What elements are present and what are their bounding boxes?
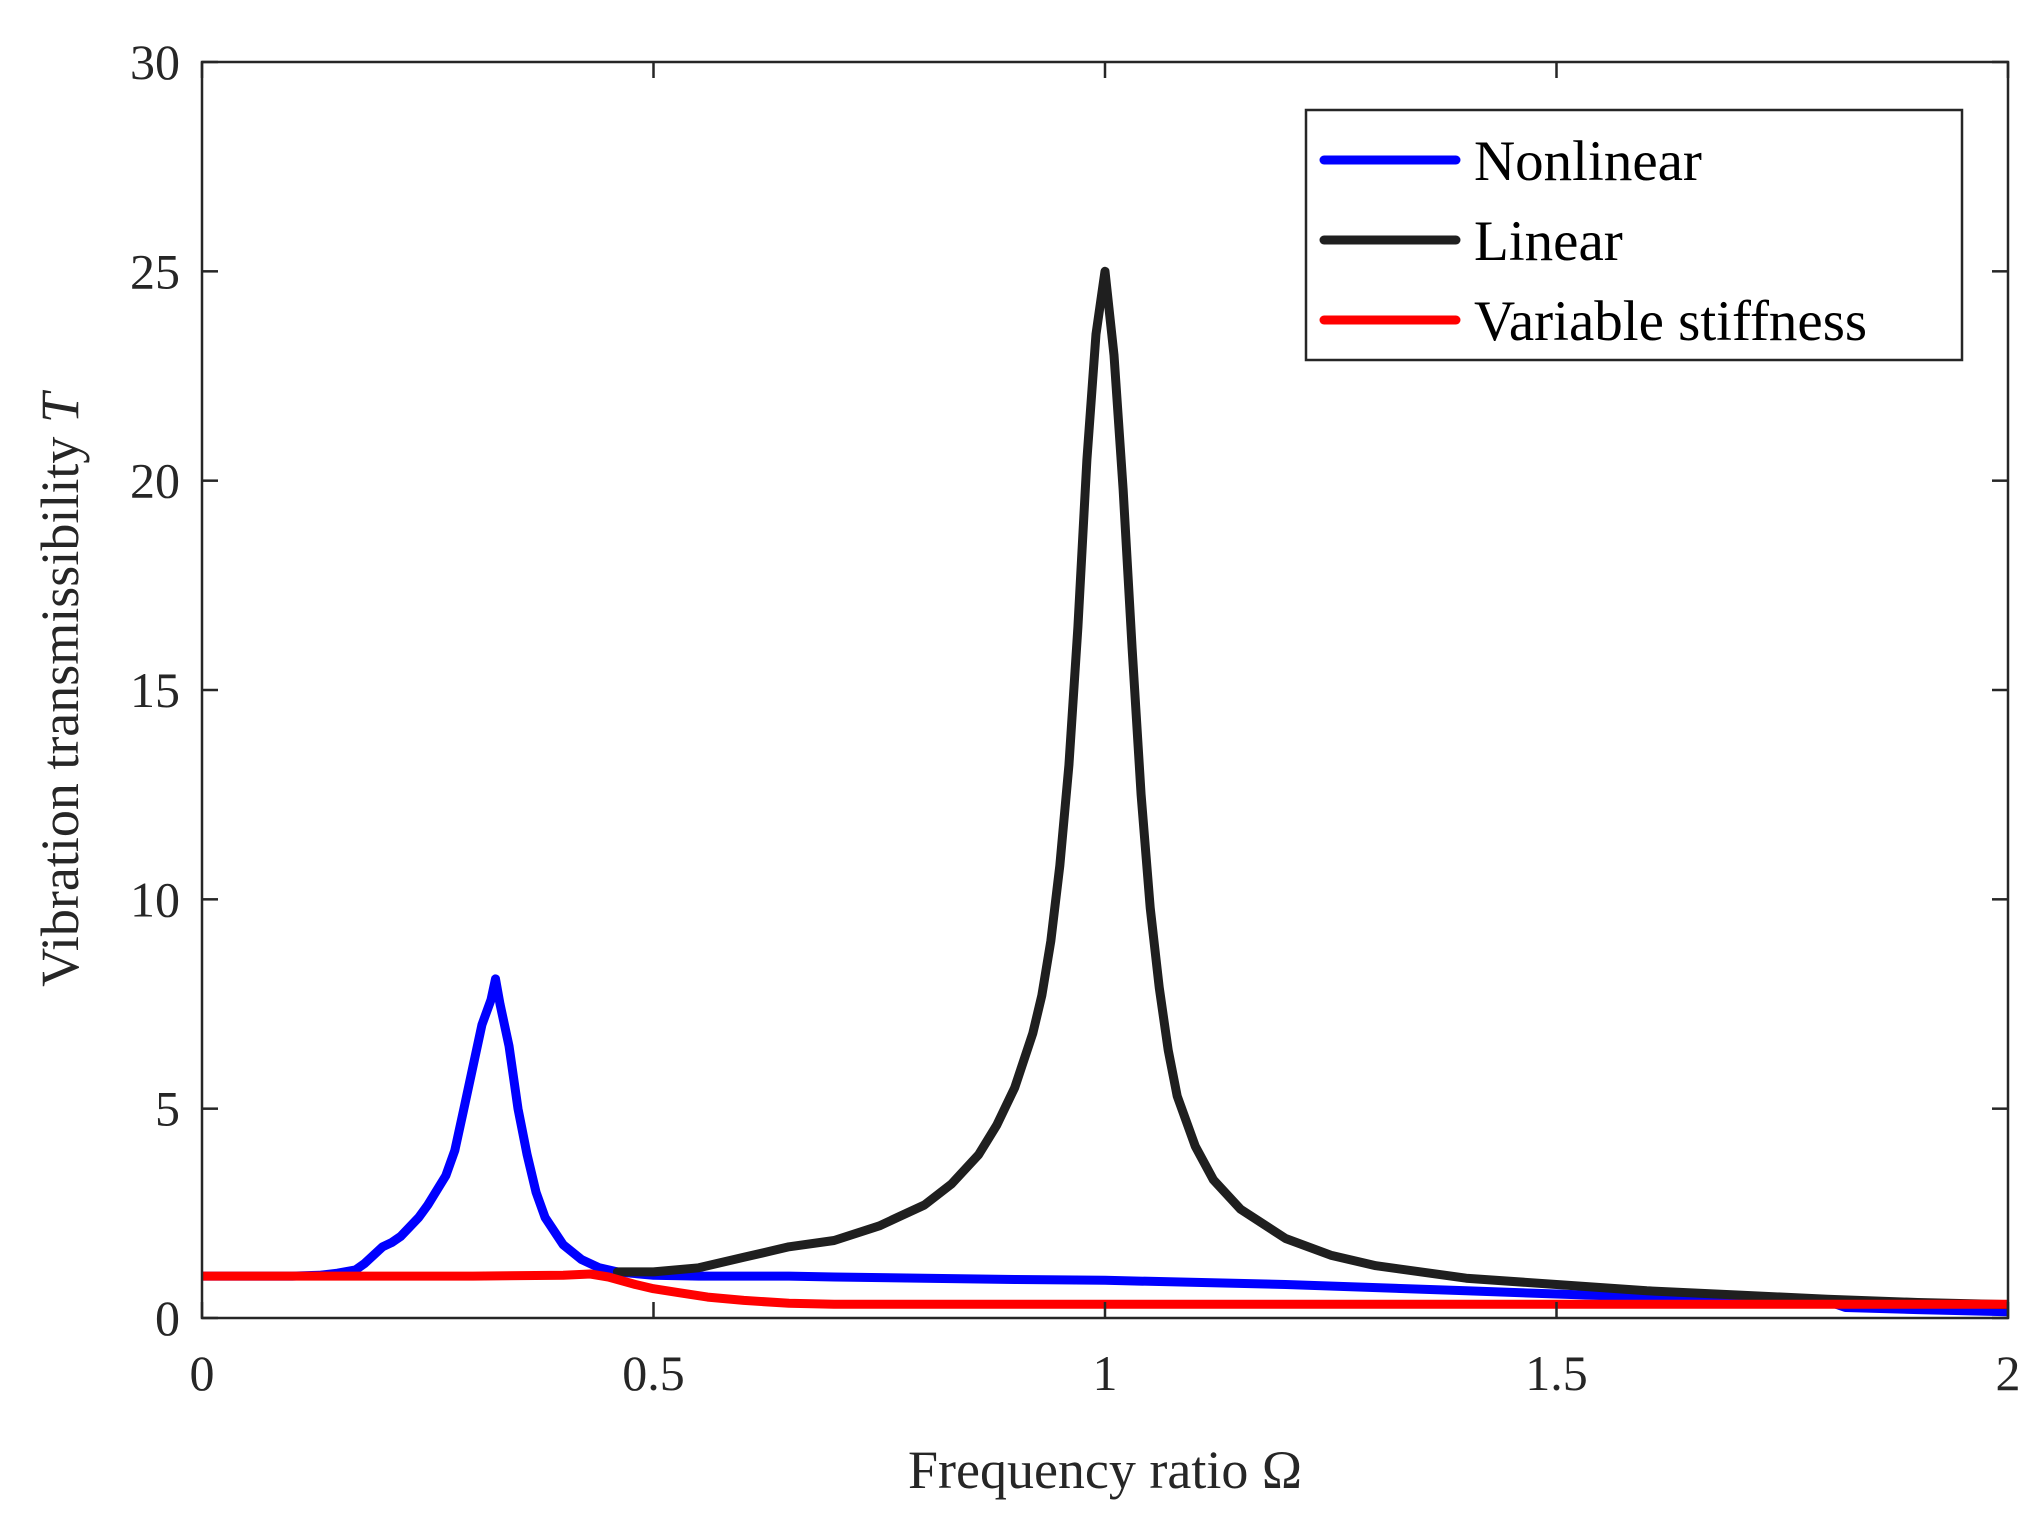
series-line-variable-stiffness — [202, 1269, 2008, 1309]
y-tick-label: 0 — [155, 1290, 180, 1346]
y-tick-label: 5 — [155, 1081, 180, 1137]
x-tick-label: 1.5 — [1525, 1345, 1588, 1401]
y-axis-label: Vibration transmissibility T — [30, 389, 90, 987]
y-axis-label-text: Vibration transmissibility — [30, 423, 90, 987]
x-tick-label: 0.5 — [622, 1345, 685, 1401]
legend-label-variable-stiffness: Variable stiffness — [1474, 290, 1867, 353]
x-tick-label: 2 — [1996, 1345, 2021, 1401]
x-tick-label: 0 — [190, 1345, 215, 1401]
legend-label-nonlinear: Nonlinear — [1474, 130, 1702, 193]
y-tick-label: 10 — [130, 871, 180, 927]
legend: Nonlinear Linear Variable stiffness — [1304, 108, 1964, 362]
y-tick-label: 30 — [130, 34, 180, 90]
x-tick-label: 1 — [1093, 1345, 1118, 1401]
y-tick-label: 25 — [130, 243, 180, 299]
series-line-linear — [612, 266, 2008, 1310]
legend-label-linear: Linear — [1474, 210, 1623, 273]
series-layer — [202, 266, 2008, 1317]
y-axis-label-variable: T — [30, 389, 90, 423]
y-tick-label: 20 — [130, 453, 180, 509]
y-tick-label: 15 — [130, 662, 180, 718]
x-axis-label: Frequency ratio Ω — [908, 1440, 1302, 1500]
series-line-nonlinear — [202, 974, 2008, 1317]
